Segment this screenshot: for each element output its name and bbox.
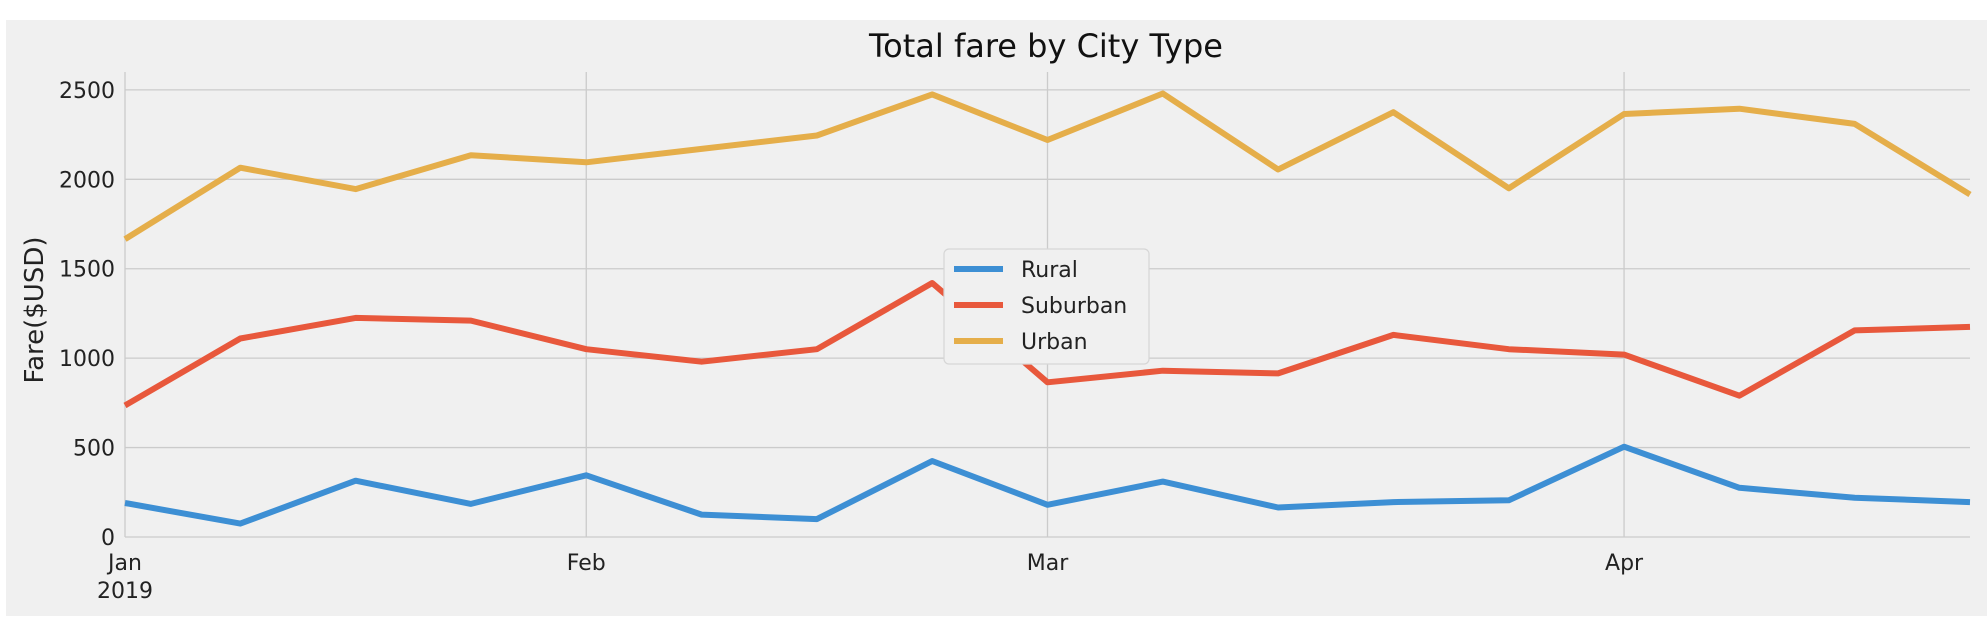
y-tick-label: 0 [101,526,115,551]
legend-label-urban: Urban [1021,330,1088,355]
legend: Rural Suburban Urban [943,248,1150,365]
series-line-suburban [123,280,1971,409]
series-line-urban [123,90,1972,242]
x-tick-label: Feb [567,551,606,576]
y-tick-label: 500 [73,437,115,462]
legend-label-suburban: Suburban [1021,294,1127,319]
series-lines [123,90,1972,527]
y-tick-label: 1000 [59,347,115,372]
y-tick-label: 1500 [59,258,115,283]
axis-ticks: 0 500 1000 1500 2000 2500 Jan 2019 Feb Mar Apr [59,79,1644,604]
y-axis-label: Fare($USD) [20,237,50,384]
chart-title: Total fare by City Type [868,27,1223,65]
y-tick-label: 2500 [59,79,115,104]
x-tick-label: Apr [1605,551,1644,576]
series-line-rural [124,443,1971,527]
x-tick-label: Jan [106,551,142,576]
x-tick-sublabel: 2019 [97,579,153,604]
legend-label-rural: Rural [1021,258,1078,283]
y-tick-label: 2000 [59,168,115,193]
x-tick-label: Mar [1027,551,1069,576]
legend-box [943,248,1150,365]
